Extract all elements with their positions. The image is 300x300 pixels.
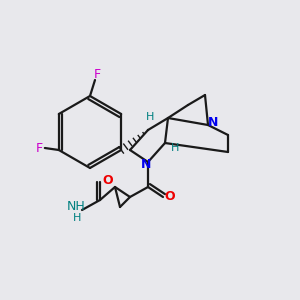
Text: O: O <box>165 190 175 203</box>
Text: O: O <box>103 173 113 187</box>
Text: N: N <box>208 116 218 130</box>
Text: H: H <box>171 143 179 153</box>
Text: NH: NH <box>67 200 85 214</box>
Text: N: N <box>141 158 151 170</box>
Text: H: H <box>73 213 81 223</box>
Text: H: H <box>146 112 154 122</box>
Text: F: F <box>35 142 42 154</box>
Text: F: F <box>93 68 100 80</box>
